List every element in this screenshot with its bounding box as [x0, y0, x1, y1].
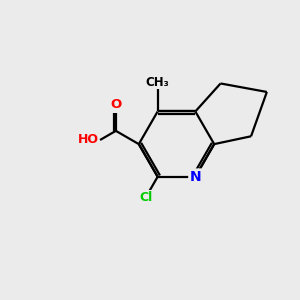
Text: Cl: Cl	[139, 191, 152, 204]
Text: HO: HO	[78, 134, 99, 146]
Text: CH₃: CH₃	[146, 76, 169, 89]
Text: O: O	[110, 98, 122, 111]
Text: N: N	[190, 170, 201, 184]
